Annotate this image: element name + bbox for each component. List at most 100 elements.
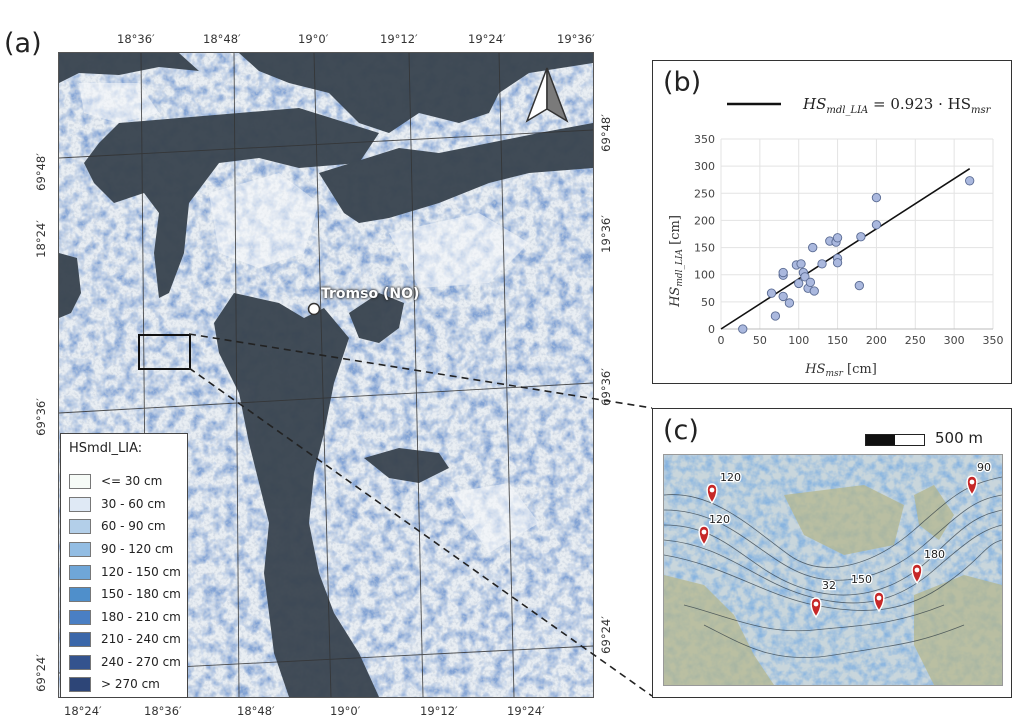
marker-label: 180	[924, 548, 945, 561]
y-tick-label: 250	[694, 187, 715, 200]
y-tick-label: 100	[694, 269, 715, 282]
legend-swatch	[69, 541, 91, 557]
location-pin-icon[interactable]	[810, 597, 822, 619]
x-tick-label: 150	[827, 334, 848, 347]
data-point	[770, 311, 781, 321]
x-tick-label: 350	[983, 334, 1004, 347]
data-point	[766, 288, 777, 298]
legend-item: 150 - 180 cm	[69, 584, 181, 604]
legend-item: 90 - 120 cm	[69, 539, 173, 559]
legend-swatch	[69, 496, 91, 512]
city-marker[interactable]	[307, 302, 321, 316]
location-pin-icon[interactable]	[966, 475, 978, 497]
lon-label: 19°12′	[380, 32, 418, 46]
lon-label: 18°36′	[144, 704, 182, 718]
legend-label: 120 - 150 cm	[101, 565, 181, 579]
data-points	[738, 176, 975, 334]
chart-ticks: 0 50 100 150 200 250 300 350 0 50 100 150 200 250 300 3…	[694, 133, 1004, 347]
legend-swatch	[69, 654, 91, 670]
legend-item: 240 - 270 cm	[69, 652, 181, 672]
legend-label: 180 - 210 cm	[101, 610, 181, 624]
y-axis-label: HSmdl_LIA [cm]	[668, 215, 685, 308]
legend-label: 240 - 270 cm	[101, 655, 181, 669]
location-pin-icon[interactable]	[706, 483, 718, 505]
lon-label: 19°0′	[298, 32, 329, 46]
lon-label: 18°48′	[237, 704, 275, 718]
location-pin-icon[interactable]	[698, 525, 710, 547]
lon-label: 19°24′	[507, 704, 545, 718]
x-axis-label: HSmsr [cm]	[804, 362, 877, 379]
legend-item: 120 - 150 cm	[69, 562, 181, 582]
map-legend: HSmdl_LIA: <= 30 cm 30 - 60 cm 60 - 90 c…	[60, 433, 188, 698]
legend-item: 30 - 60 cm	[69, 494, 166, 514]
scatter-plot-panel: (b) 0 50 100 150 200 250 300 350 0 50 100 150 200 250…	[652, 60, 1012, 384]
panel-a-label: (a)	[4, 28, 42, 59]
lon-label: 18°24′	[64, 704, 102, 718]
x-tick-label: 50	[753, 334, 767, 347]
legend-label: > 270 cm	[101, 677, 160, 691]
legend-label: 60 - 90 cm	[101, 519, 166, 533]
data-point	[871, 192, 882, 203]
data-point	[800, 272, 810, 282]
x-tick-label: 250	[905, 334, 926, 347]
legend-item: 60 - 90 cm	[69, 516, 166, 536]
location-pin-icon[interactable]	[911, 563, 923, 585]
legend-label: 150 - 180 cm	[101, 587, 181, 601]
inset-markers: 120 120 90 32 150 180	[698, 460, 992, 619]
data-point	[832, 233, 843, 243]
legend-item: <= 30 cm	[69, 471, 162, 491]
data-point	[809, 286, 819, 296]
legend-title: HSmdl_LIA:	[69, 441, 143, 456]
scatter-chart: 0 50 100 150 200 250 300 350 0 50 100 150 200 250 300 3…	[668, 95, 1004, 379]
data-point	[808, 242, 818, 253]
legend-item: 180 - 210 cm	[69, 607, 181, 627]
data-point	[778, 291, 788, 302]
lon-label: 18°48′	[203, 32, 241, 46]
lon-label: 19°24′	[468, 32, 506, 46]
legend-equation: HSmdl_LIA = 0.923 · HSmsr	[802, 95, 992, 116]
lon-label: 19°12′	[420, 704, 458, 718]
y-tick-label: 50	[701, 296, 715, 309]
data-point	[871, 220, 882, 230]
data-point	[778, 267, 788, 278]
data-point	[796, 259, 806, 269]
legend-swatch	[69, 473, 91, 489]
legend-swatch	[69, 518, 91, 534]
north-arrow-icon	[525, 67, 569, 123]
panel-b-label: (b)	[663, 67, 702, 98]
marker-label: 32	[822, 579, 836, 592]
scale-bar	[865, 434, 925, 446]
location-pin-icon[interactable]	[873, 591, 885, 613]
data-point	[784, 298, 795, 308]
x-tick-label: 300	[944, 334, 965, 347]
data-point	[817, 259, 827, 269]
legend-swatch	[69, 631, 91, 647]
data-point	[805, 277, 816, 287]
inset-map[interactable]: 120 120 90 32 150 180	[663, 454, 1003, 686]
y-tick-label: 300	[694, 160, 715, 173]
y-tick-label: 0	[708, 323, 715, 336]
y-tick-label: 150	[694, 242, 715, 255]
snow-depth-map[interactable]: Tromso (NO)	[58, 52, 594, 698]
legend-label: 210 - 240 cm	[101, 632, 181, 646]
scale-label: 500 m	[935, 429, 984, 447]
legend-swatch	[69, 676, 91, 692]
legend-swatch	[69, 564, 91, 580]
legend-label: 30 - 60 cm	[101, 497, 166, 511]
inset-map-panel: (c) 500 m	[652, 408, 1012, 698]
legend-swatch	[69, 586, 91, 602]
x-tick-label: 200	[866, 334, 887, 347]
city-label: Tromso (NO)	[321, 286, 420, 302]
data-point	[965, 176, 975, 186]
lon-label: 19°36′	[557, 32, 595, 46]
data-point	[738, 324, 748, 334]
legend-item: 210 - 240 cm	[69, 629, 181, 649]
y-tick-label: 200	[694, 214, 715, 227]
panel-c-label: (c)	[663, 415, 699, 446]
marker-label: 90	[977, 461, 991, 474]
lon-label: 19°0′	[330, 704, 361, 718]
marker-label: 120	[709, 513, 730, 526]
lon-label: 18°36′	[117, 32, 155, 46]
inset-map-image: 120 120 90 32 150 180	[664, 455, 1002, 685]
